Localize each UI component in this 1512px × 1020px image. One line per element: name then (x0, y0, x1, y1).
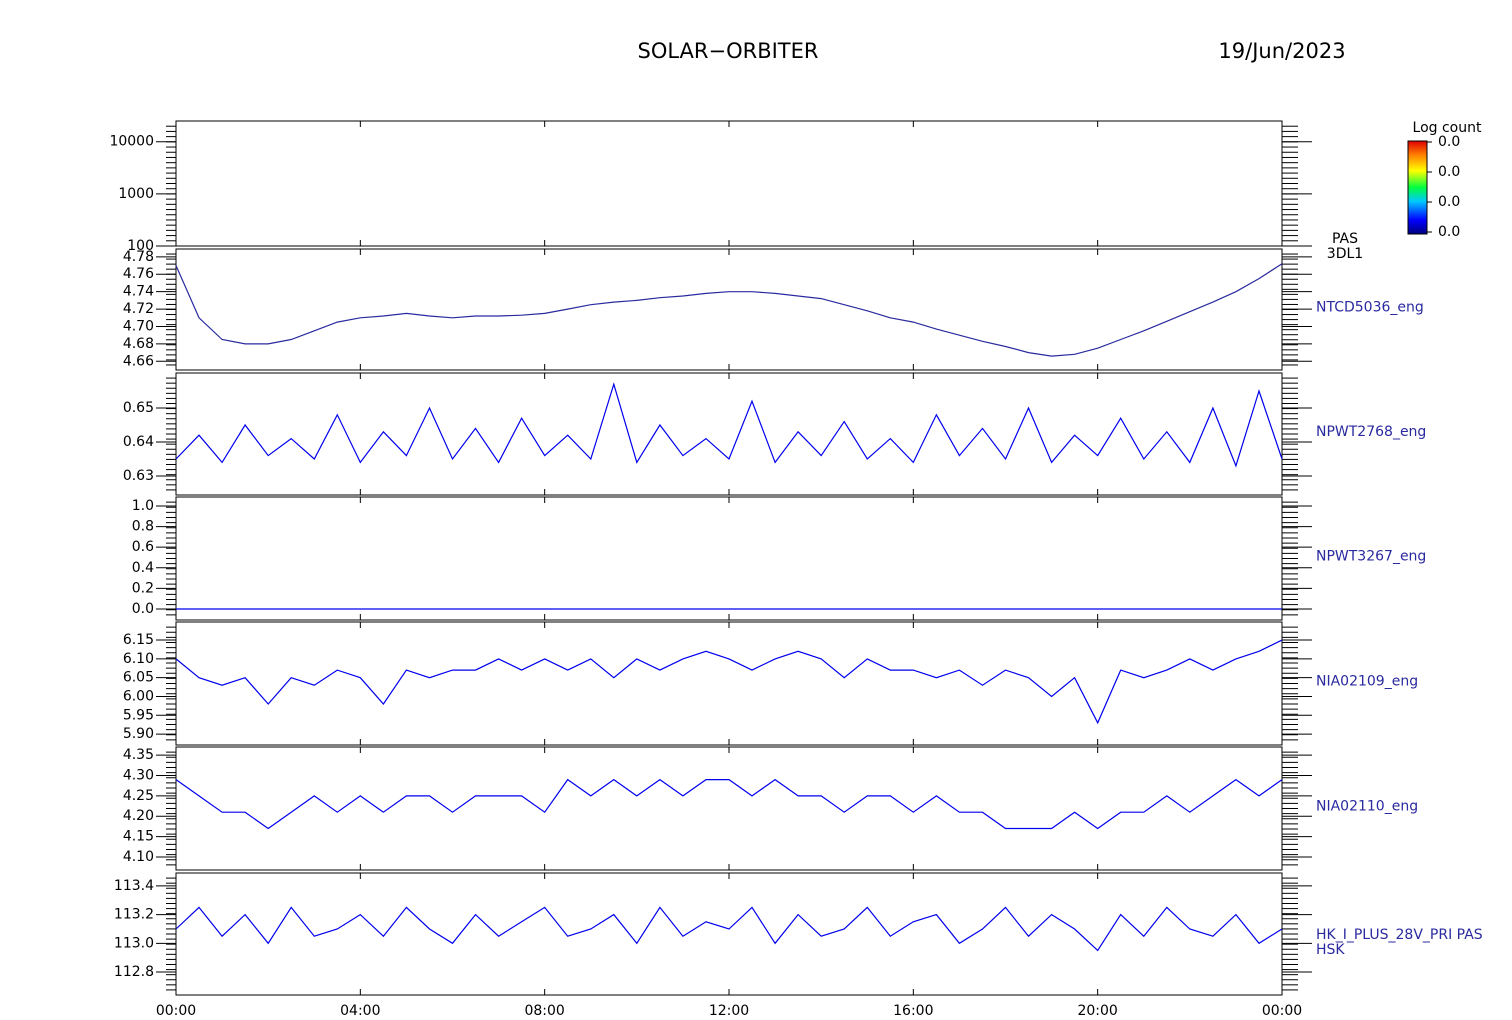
y-tick-label: 0.0 (132, 601, 154, 617)
colorbar (1407, 140, 1428, 235)
panel-frame (175, 120, 1283, 247)
data-line (175, 639, 1283, 725)
panel-frame (175, 872, 1283, 996)
panel-frame (175, 621, 1283, 746)
x-tick-label: 04:00 (340, 1003, 380, 1019)
x-tick-label: 00:00 (156, 1003, 196, 1019)
y-tick-label: 4.35 (123, 747, 154, 763)
y-tick-label: 1000 (118, 186, 154, 202)
y-tick-label: 10000 (109, 134, 154, 150)
x-tick-label: 16:00 (893, 1003, 933, 1019)
series-label: HSK (1316, 942, 1345, 958)
panel-frame (175, 372, 1283, 496)
series-label: PAS (1332, 231, 1358, 247)
series-label: NPWT3267_eng (1316, 549, 1426, 565)
y-tick-label: 0.4 (132, 560, 154, 576)
y-tick-label: 5.90 (123, 726, 154, 742)
x-tick-label: 20:00 (1077, 1003, 1117, 1019)
y-tick-label: 0.6 (132, 539, 154, 555)
y-tick-label: 0.8 (132, 519, 154, 535)
y-tick-label: 4.76 (123, 266, 154, 282)
date: 19/Jun/2023 (1218, 39, 1345, 63)
y-tick-label: 100 (127, 238, 154, 254)
y-tick-label: 5.95 (123, 707, 154, 723)
panel-frame (175, 248, 1283, 371)
colorbar-tick-label: 0.0 (1438, 164, 1460, 180)
y-tick-label: 6.15 (123, 632, 154, 648)
y-tick-label: 1.0 (132, 498, 154, 514)
colorbar-tick-label: 0.0 (1438, 134, 1460, 150)
y-tick-label: 4.78 (123, 249, 154, 265)
y-tick-label: 4.68 (123, 336, 154, 352)
y-tick-label: 0.65 (123, 400, 154, 416)
y-tick-label: 0.64 (123, 434, 154, 450)
y-tick-label: 4.74 (123, 284, 154, 300)
chart-title: SOLAR−ORBITER (637, 39, 818, 63)
y-tick-label: 0.2 (132, 580, 154, 596)
y-tick-label: 113.4 (114, 878, 154, 894)
data-line (175, 263, 1283, 357)
y-tick-label: 113.0 (114, 935, 154, 951)
series-label: NTCD5036_eng (1316, 300, 1424, 316)
y-tick-label: 4.70 (123, 318, 154, 334)
series-label: NIA02109_eng (1316, 674, 1418, 690)
series-label: NIA02110_eng (1316, 799, 1418, 815)
y-tick-label: 0.63 (123, 468, 154, 484)
series-label: NPWT2768_eng (1316, 424, 1426, 440)
panel-frame (175, 496, 1283, 621)
y-tick-label: 4.30 (123, 768, 154, 784)
x-tick-label: 08:00 (524, 1003, 564, 1019)
y-tick-label: 6.00 (123, 688, 154, 704)
y-tick-label: 4.66 (123, 353, 154, 369)
colorbar-label: Log count (1413, 120, 1482, 136)
data-line (175, 906, 1283, 952)
data-line (175, 778, 1283, 830)
series-label: HK_I_PLUS_28V_PRI PAS (1316, 927, 1483, 943)
colorbar-tick-label: 0.0 (1438, 194, 1460, 210)
y-tick-label: 6.10 (123, 651, 154, 667)
data-line (175, 382, 1283, 468)
y-tick-label: 4.15 (123, 829, 154, 845)
y-tick-label: 6.05 (123, 670, 154, 686)
y-tick-label: 4.10 (123, 849, 154, 865)
y-tick-label: 4.25 (123, 788, 154, 804)
colorbar-tick-label: 0.0 (1438, 224, 1460, 240)
y-tick-label: 112.8 (114, 964, 154, 980)
y-tick-label: 4.20 (123, 808, 154, 824)
y-tick-label: 113.2 (114, 907, 154, 923)
y-tick-label: 4.72 (123, 301, 154, 317)
x-tick-label: 12:00 (709, 1003, 749, 1019)
series-label: 3DL1 (1327, 246, 1363, 262)
x-tick-label: 00:00 (1262, 1003, 1302, 1019)
